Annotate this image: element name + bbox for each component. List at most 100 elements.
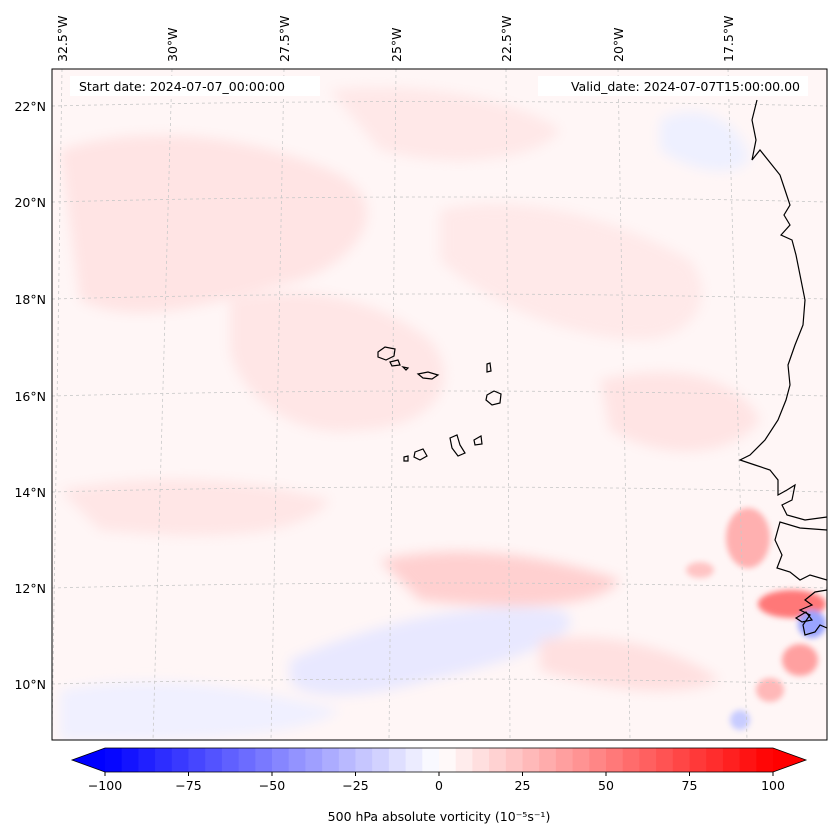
latitude-labels: 22°N 20°N 18°N 16°N 14°N 12°N 10°N (14, 99, 46, 692)
graticule (52, 69, 827, 740)
african-coast-south (774, 521, 827, 581)
start-date-box (70, 76, 320, 96)
colorbar-bin (606, 748, 624, 772)
colorbar-bins (105, 748, 774, 772)
colorbar-ticks: −100 −75 −50 −25 0 25 50 75 100 (88, 772, 785, 793)
guinea-coast (794, 611, 814, 623)
parallel-12n (52, 582, 827, 589)
colorbar-bin (472, 748, 490, 772)
colorbar-bin (539, 748, 557, 772)
colorbar-bin (455, 748, 473, 772)
meridian-32-5w (52, 69, 63, 740)
colorbar-bin (756, 748, 774, 772)
vorticity-strong-patches (686, 508, 826, 730)
colorbar-bin (322, 748, 340, 772)
guinea-bissau-islands (798, 589, 827, 636)
colorbar-bin (422, 748, 440, 772)
lon-label-32-5w: 32.5°W (55, 16, 70, 62)
lon-label-25w: 25°W (389, 27, 404, 62)
colorbar-tick-label: −100 (88, 778, 122, 793)
meridian-20w (617, 69, 631, 740)
colorbar-label: 500 hPa absolute vorticity (10⁻⁵s⁻¹) (328, 809, 551, 824)
vorticity-field-patches (60, 87, 760, 740)
colorbar-bin (155, 748, 173, 772)
colorbar-tick-label: −25 (342, 778, 368, 793)
colorbar-bin (205, 748, 223, 772)
lon-label-30w: 30°W (165, 27, 180, 62)
colorbar-min-extend (72, 748, 105, 772)
parallel-22n (52, 101, 827, 107)
lat-label-20n: 20°N (14, 195, 46, 210)
colorbar-max-extend (773, 748, 806, 772)
lat-label-16n: 16°N (14, 389, 46, 404)
colorbar-bin (622, 748, 640, 772)
colorbar-bin (656, 748, 674, 772)
colorbar-bin (388, 748, 407, 772)
meridian-17-5w (727, 69, 748, 740)
colorbar-bin (505, 748, 524, 772)
cape-verde-islands (377, 346, 502, 462)
colorbar-bin (522, 748, 540, 772)
santo-antao-island (377, 346, 396, 361)
colorbar-tick-label: 100 (761, 778, 785, 793)
colorbar-bin (221, 748, 240, 772)
lat-label-12n: 12°N (14, 581, 46, 596)
colorbar-bin (722, 748, 741, 772)
lon-label-22-5w: 22.5°W (499, 16, 514, 62)
colorbar-bin (672, 748, 691, 772)
colorbar-bin (338, 748, 357, 772)
lat-label-18n: 18°N (14, 292, 46, 307)
parallel-16n (52, 390, 827, 397)
colorbar-bin (255, 748, 273, 772)
sao-nicolau-island (416, 371, 440, 380)
coastlines (738, 99, 827, 636)
colorbar: −100 −75 −50 −25 0 25 50 75 100 500 hPa absolute… (70, 747, 808, 824)
fogo-island (413, 448, 428, 461)
colorbar-tick-label: −75 (175, 778, 201, 793)
colorbar-bin (639, 748, 657, 772)
start-date-label: Start date: 2024-07-07_00:00:00 (79, 79, 285, 94)
colorbar-bin (405, 748, 423, 772)
brava-island (403, 455, 409, 462)
meridian-30w (152, 69, 173, 740)
lat-label-22n: 22°N (14, 99, 46, 114)
santa-luzia-island (401, 366, 410, 371)
lat-label-14n: 14°N (14, 485, 46, 500)
colorbar-tick-label: 25 (515, 778, 531, 793)
maio-island (473, 435, 483, 446)
parallel-14n (52, 486, 827, 493)
colorbar-bin (272, 748, 290, 772)
santiago-island (449, 434, 466, 457)
lon-label-20w: 20°W (611, 27, 626, 62)
lat-label-10n: 10°N (14, 677, 46, 692)
lon-label-17-5w: 17.5°W (721, 16, 736, 62)
parallel-18n (52, 293, 827, 300)
colorbar-bin (706, 748, 724, 772)
colorbar-tick-label: 50 (598, 778, 614, 793)
colorbar-bin (589, 748, 607, 772)
colorbar-bin (689, 748, 707, 772)
colorbar-bin (555, 748, 574, 772)
colorbar-bin (739, 748, 757, 772)
valid-date-box (538, 76, 808, 96)
colorbar-bin (171, 748, 190, 772)
colorbar-bin (305, 748, 323, 772)
longitude-labels: 32.5°W 30°W 27.5°W 25°W 22.5°W 20°W 17.5… (55, 16, 736, 62)
colorbar-bin (188, 748, 206, 772)
sao-vicente-island (389, 359, 401, 367)
valid-date-label: Valid_date: 2024-07-07T15:00:00.00 (571, 79, 800, 94)
colorbar-bin (372, 748, 390, 772)
colorbar-bin (105, 748, 123, 772)
lon-label-27-5w: 27.5°W (277, 16, 292, 62)
colorbar-tick-label: 0 (435, 778, 443, 793)
colorbar-tick-label: −50 (259, 778, 285, 793)
map-plot-area: Start date: 2024-07-07_00:00:00 Valid_da… (52, 69, 827, 740)
colorbar-bin (238, 748, 256, 772)
colorbar-bin (572, 748, 590, 772)
colorbar-bin (121, 748, 139, 772)
parallel-10n (52, 678, 827, 685)
parallel-20n (52, 196, 827, 203)
colorbar-bin (138, 748, 156, 772)
african-coastline (738, 99, 827, 521)
